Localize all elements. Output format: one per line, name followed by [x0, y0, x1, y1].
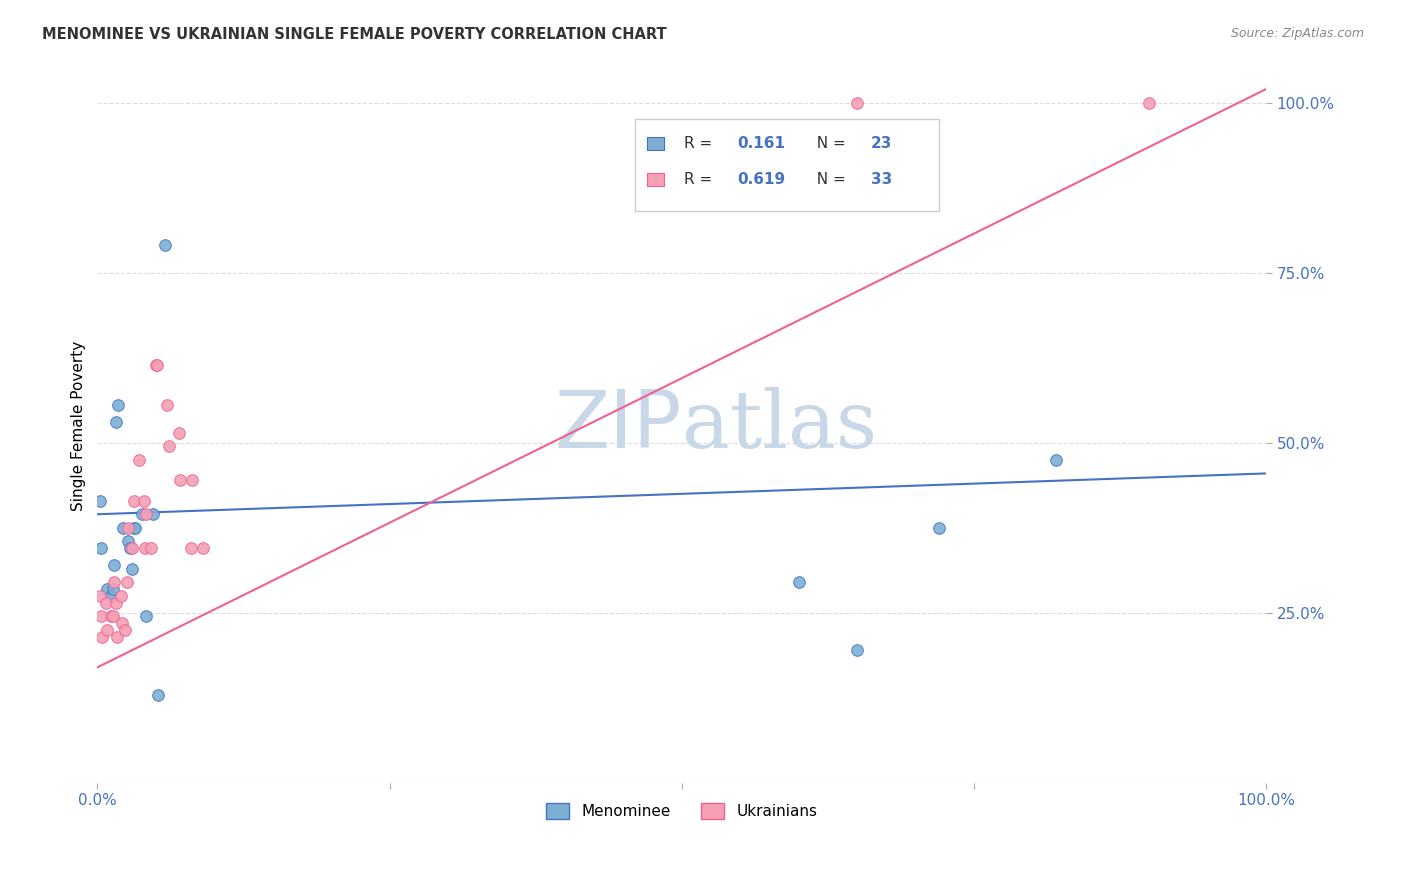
FancyBboxPatch shape — [647, 173, 664, 186]
Point — [105, 596, 128, 610]
Point — [100, 589, 122, 603]
Point — [96, 582, 118, 596]
FancyBboxPatch shape — [636, 119, 939, 211]
Point — [142, 508, 165, 522]
Point — [846, 95, 869, 110]
Point — [105, 630, 128, 644]
Point — [111, 616, 134, 631]
Point — [90, 609, 112, 624]
Text: atlas: atlas — [682, 387, 877, 465]
Point — [1045, 452, 1067, 467]
Text: Source: ZipAtlas.com: Source: ZipAtlas.com — [1230, 27, 1364, 40]
Text: 23: 23 — [872, 136, 893, 151]
Text: N =: N = — [807, 136, 851, 151]
Point — [110, 589, 132, 603]
Point — [180, 541, 202, 556]
Text: R =: R = — [685, 172, 717, 186]
Point — [120, 541, 142, 556]
Text: 0.161: 0.161 — [737, 136, 785, 151]
Point — [169, 473, 191, 487]
Text: 0.619: 0.619 — [737, 172, 785, 186]
Point — [928, 521, 950, 535]
Text: 33: 33 — [872, 172, 893, 186]
Text: ZIP: ZIP — [554, 387, 682, 465]
Point — [1139, 95, 1161, 110]
Point — [146, 688, 169, 702]
Point — [146, 358, 169, 372]
Point — [145, 358, 167, 372]
Point — [91, 630, 114, 644]
Point — [131, 508, 153, 522]
Point — [103, 575, 125, 590]
Point — [89, 493, 111, 508]
Point — [114, 623, 136, 637]
Point — [128, 452, 150, 467]
Point — [117, 534, 139, 549]
Point — [121, 562, 143, 576]
Point — [132, 493, 155, 508]
Point — [112, 521, 135, 535]
Point — [100, 609, 122, 624]
Point — [134, 541, 156, 556]
Point — [122, 521, 145, 535]
Point — [124, 521, 146, 535]
Point — [122, 493, 145, 508]
Text: N =: N = — [807, 172, 851, 186]
Point — [846, 643, 869, 657]
Point — [96, 623, 118, 637]
Point — [103, 558, 125, 573]
Point — [105, 416, 128, 430]
FancyBboxPatch shape — [647, 137, 664, 150]
Legend: Menominee, Ukrainians: Menominee, Ukrainians — [540, 797, 824, 825]
Point — [107, 398, 129, 412]
Point — [153, 238, 176, 252]
Point — [787, 575, 810, 590]
Text: R =: R = — [685, 136, 717, 151]
Point — [94, 596, 117, 610]
Y-axis label: Single Female Poverty: Single Female Poverty — [72, 341, 86, 511]
Text: MENOMINEE VS UKRAINIAN SINGLE FEMALE POVERTY CORRELATION CHART: MENOMINEE VS UKRAINIAN SINGLE FEMALE POV… — [42, 27, 666, 42]
Point — [135, 609, 157, 624]
Point — [167, 425, 190, 440]
Point — [89, 589, 111, 603]
Point — [101, 609, 124, 624]
Point — [191, 541, 214, 556]
Point — [181, 473, 204, 487]
Point — [101, 582, 124, 596]
Point — [135, 508, 157, 522]
Point — [90, 541, 112, 556]
Point — [156, 398, 179, 412]
Point — [121, 541, 143, 556]
Point — [115, 575, 138, 590]
Point — [157, 439, 180, 453]
Point — [117, 521, 139, 535]
Point — [139, 541, 162, 556]
